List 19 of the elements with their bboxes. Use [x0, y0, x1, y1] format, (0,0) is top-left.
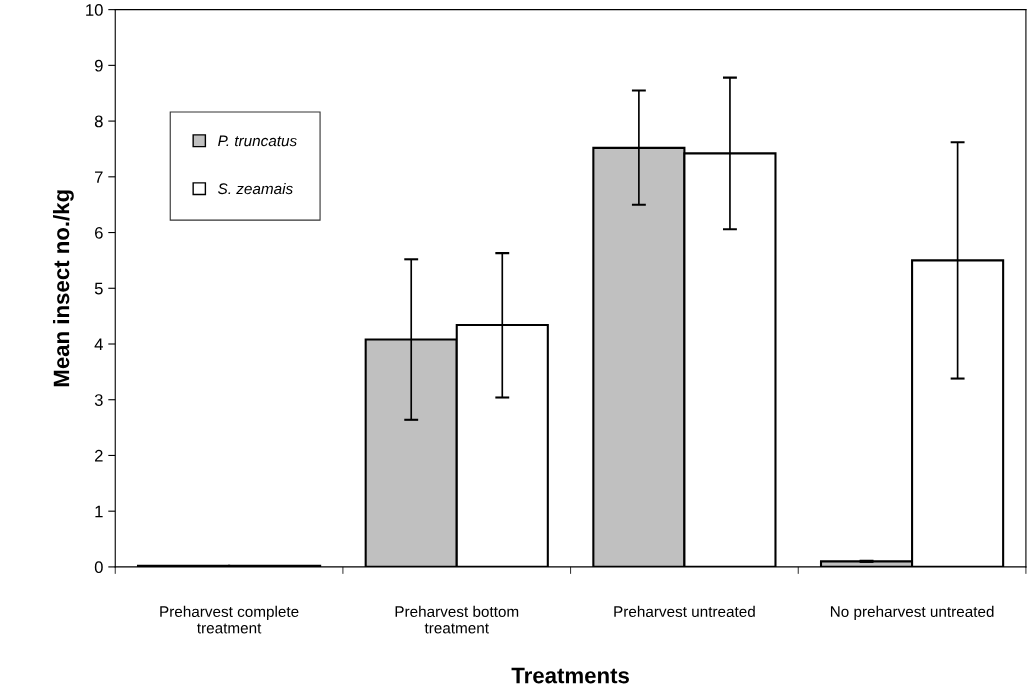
y-tick-label: 9 [94, 59, 103, 72]
x-tick-label: Preharvest complete treatment [160, 605, 299, 634]
x-tick-label: Preharvest bottom treatment [395, 605, 519, 634]
x-tick-label: Preharvest untreated [614, 605, 755, 618]
legend-label: P. truncatus [218, 135, 297, 147]
legend-label: S. zeamais [218, 182, 293, 195]
y-tick-label: 5 [94, 282, 103, 295]
y-tick-label: 10 [86, 4, 103, 16]
y-tick-label: 3 [94, 394, 103, 406]
y-tick-label: 4 [94, 338, 103, 351]
y-tick-label: 1 [95, 505, 103, 518]
y-tick-label: 8 [94, 115, 103, 128]
x-axis-title: Treatments [511, 667, 629, 684]
y-tick-label: 7 [95, 171, 103, 183]
y-tick-label: 0 [94, 561, 103, 574]
y-tick-label: 2 [95, 449, 103, 462]
y-tick-label: 6 [95, 226, 103, 239]
y-axis-title: Mean insect no./kg [52, 190, 74, 387]
x-tick-label: No preharvest untreated [830, 605, 994, 621]
